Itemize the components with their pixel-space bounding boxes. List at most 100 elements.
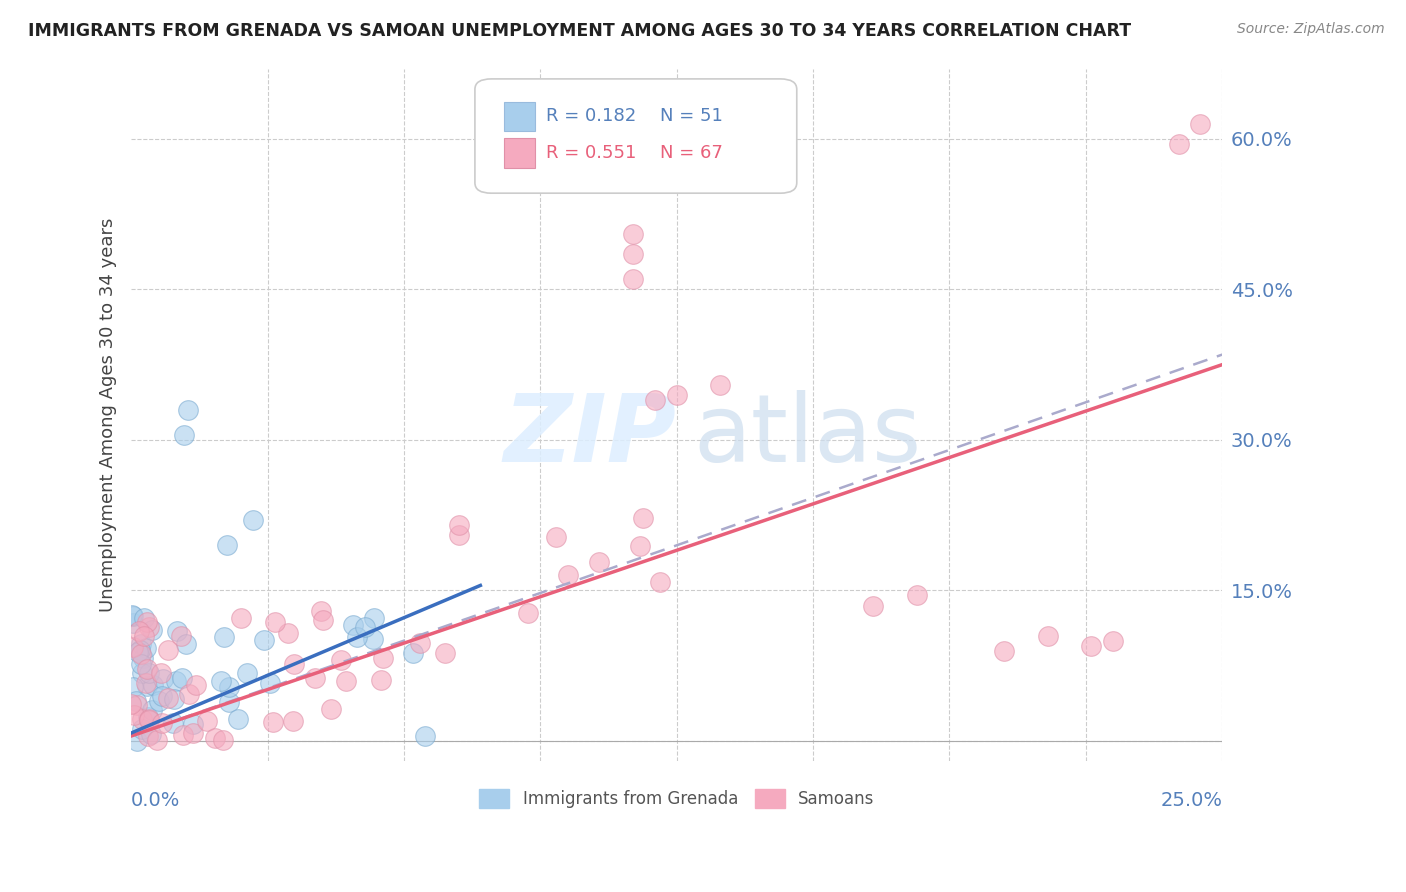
Point (709, 377, 731, 392)
Point (862, 599, 884, 613)
Bar (505, 102, 534, 131)
Point (621, 272, 644, 286)
Point (373, 651, 395, 665)
Point (173, 428, 195, 442)
Point (218, 695, 240, 709)
Point (120, 698, 142, 712)
Point (150, 665, 173, 680)
Point (235, 665, 257, 680)
Text: N = 51: N = 51 (661, 107, 723, 125)
Point (905, 589, 928, 603)
Point (121, 609, 143, 624)
Text: R = 0.182: R = 0.182 (546, 107, 636, 125)
Text: R = 0.551: R = 0.551 (546, 144, 636, 162)
Point (134, 610, 156, 624)
Point (181, 725, 204, 739)
Point (163, 691, 186, 706)
Point (262, 714, 284, 729)
Point (129, 647, 152, 661)
Point (447, 528, 470, 542)
Point (186, 678, 208, 692)
Point (621, 247, 644, 261)
Point (228, 713, 250, 727)
Point (319, 702, 342, 716)
Point (124, 708, 146, 723)
Point (129, 637, 152, 651)
Point (312, 613, 335, 627)
Point (121, 608, 143, 623)
Text: atlas: atlas (693, 390, 922, 482)
Point (138, 712, 160, 726)
Point (128, 624, 150, 638)
Point (172, 728, 194, 742)
Text: 0.0%: 0.0% (131, 791, 180, 810)
Point (131, 712, 153, 726)
Point (157, 643, 180, 657)
Point (229, 611, 252, 625)
Text: IMMIGRANTS FROM GRENADA VS SAMOAN UNEMPLOYMENT AMONG AGES 30 TO 34 YEARS CORRELA: IMMIGRANTS FROM GRENADA VS SAMOAN UNEMPL… (28, 22, 1132, 40)
Point (156, 690, 179, 705)
Point (588, 555, 610, 569)
Point (166, 624, 188, 639)
Point (138, 619, 160, 633)
Point (993, 643, 1015, 657)
Point (141, 703, 163, 717)
Point (370, 673, 392, 687)
Point (212, 732, 235, 747)
Point (127, 734, 149, 748)
Point (447, 518, 470, 533)
Point (264, 615, 287, 629)
Point (131, 665, 153, 680)
Point (628, 539, 651, 553)
Text: ZIP: ZIP (503, 390, 676, 482)
Point (135, 615, 157, 630)
Point (354, 620, 377, 634)
Point (122, 615, 145, 630)
Point (648, 574, 671, 589)
Point (138, 713, 160, 727)
Point (135, 641, 157, 656)
Point (135, 676, 157, 690)
Point (127, 645, 149, 659)
Point (209, 673, 232, 688)
Point (128, 643, 150, 657)
Point (139, 727, 162, 741)
Point (150, 689, 173, 703)
Point (363, 611, 385, 625)
Point (413, 729, 436, 743)
Point (177, 687, 200, 701)
Point (1167, 136, 1189, 151)
Point (304, 672, 326, 686)
Point (169, 629, 191, 643)
Point (408, 636, 430, 650)
Point (621, 227, 644, 241)
Point (402, 646, 425, 660)
Point (277, 625, 299, 640)
Point (330, 653, 353, 667)
Y-axis label: Unemployment Among Ages 30 to 34 years: Unemployment Among Ages 30 to 34 years (100, 218, 117, 612)
Point (309, 605, 332, 619)
Point (283, 657, 305, 671)
Text: N = 67: N = 67 (661, 144, 723, 162)
Point (433, 646, 456, 660)
Point (136, 662, 159, 676)
Point (242, 513, 264, 527)
Point (335, 674, 357, 689)
Point (253, 632, 276, 647)
Point (150, 716, 173, 731)
Point (121, 680, 143, 694)
Point (259, 675, 281, 690)
Point (283, 714, 305, 729)
Point (131, 722, 153, 736)
Point (217, 538, 239, 552)
Point (177, 402, 200, 417)
Point (1080, 639, 1102, 653)
Point (136, 710, 159, 724)
Legend: Immigrants from Grenada, Samoans: Immigrants from Grenada, Samoans (472, 782, 882, 815)
Point (152, 673, 174, 687)
Point (342, 618, 364, 632)
Point (218, 680, 240, 694)
Point (165, 673, 187, 688)
Point (204, 731, 226, 745)
Point (644, 392, 666, 407)
